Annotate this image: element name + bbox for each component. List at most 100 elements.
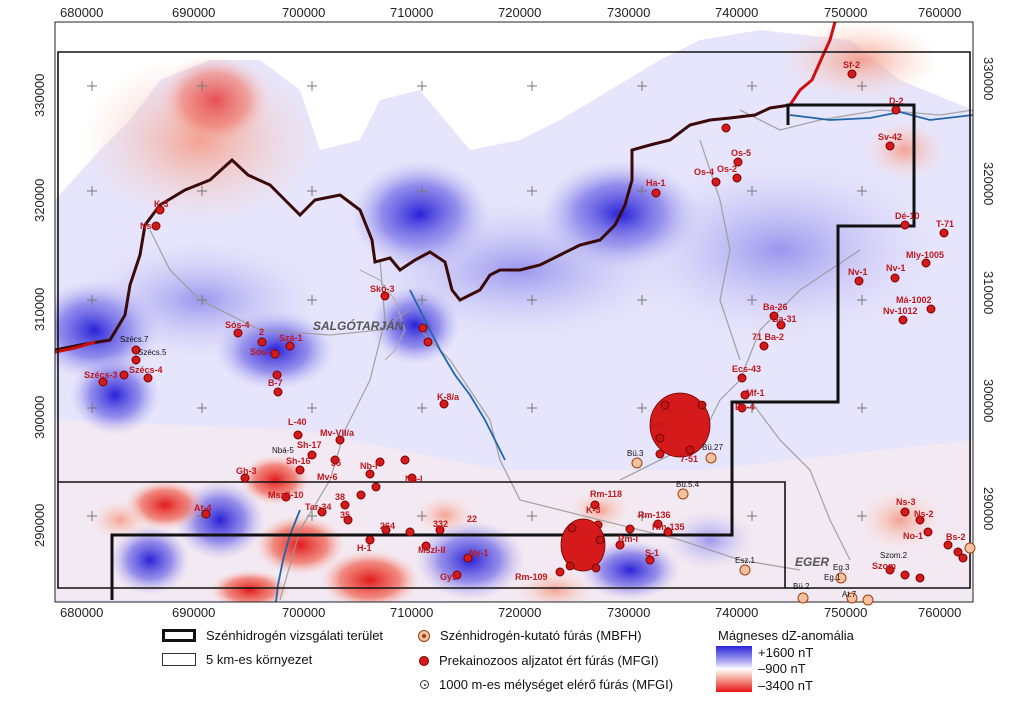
well-label: Rm-I bbox=[618, 534, 638, 544]
well-label: Sh-17 bbox=[297, 440, 322, 450]
country-border-red bbox=[54, 21, 837, 354]
x-tick-bottom: 750000 bbox=[824, 605, 867, 620]
wells-layer bbox=[98, 69, 968, 583]
legend: Szénhidrogén vizsgálati terület 5 km-es … bbox=[0, 620, 1023, 724]
well-label: Ns-3 bbox=[896, 497, 916, 507]
y-tick-right: 320000 bbox=[981, 162, 996, 205]
well-label: Bü.27 bbox=[702, 443, 723, 452]
well-label: Szécs.5 bbox=[138, 348, 167, 357]
x-tick-bottom: 720000 bbox=[498, 605, 541, 620]
well-label: Eb-4 bbox=[735, 402, 755, 412]
well-label: Mv-6 bbox=[317, 472, 338, 482]
well-label: Skó-3 bbox=[370, 284, 395, 294]
well-label: Szécs.7 bbox=[120, 335, 149, 344]
x-tick-bottom: 690000 bbox=[172, 605, 215, 620]
well-label: Rm-118 bbox=[590, 489, 622, 499]
well-label: Bs-2 bbox=[946, 532, 966, 542]
x-tick-top: 710000 bbox=[390, 5, 433, 20]
well-label: 332 bbox=[433, 519, 448, 529]
legend-buffer: 5 km-es környezet bbox=[162, 652, 312, 667]
y-tick-right: 290000 bbox=[981, 487, 996, 530]
x-tick-bottom: 760000 bbox=[918, 605, 961, 620]
well-label: Ha-1 bbox=[646, 178, 666, 188]
study-area-boundary bbox=[110, 103, 916, 600]
x-tick-bottom: 740000 bbox=[715, 605, 758, 620]
well-label: Mszl-II bbox=[418, 545, 446, 555]
well-label: Nv-1 bbox=[886, 263, 906, 273]
city-salgotarjan-area bbox=[359, 269, 406, 361]
y-tick-left: 310000 bbox=[32, 288, 47, 331]
legend-deep-well: 1000 m-es mélységet elérő fúrás (MFGI) bbox=[420, 677, 673, 692]
y-tick-left: 290000 bbox=[32, 504, 47, 547]
well-label: Szá-1 bbox=[279, 333, 303, 343]
well-label: Os-4 bbox=[694, 167, 714, 177]
x-tick-top: 750000 bbox=[824, 5, 867, 20]
well-label: T-71 bbox=[936, 219, 954, 229]
well-label: Szom.2 bbox=[880, 551, 908, 560]
well-label: 264 bbox=[380, 521, 395, 531]
well-label: K-3 bbox=[586, 505, 601, 515]
legend-study-area: Szénhidrogén vizsgálati terület bbox=[162, 628, 383, 643]
legend-study-area-label: Szénhidrogén vizsgálati terület bbox=[206, 628, 384, 643]
well-label: Rm-109 bbox=[515, 572, 548, 582]
buffer-boundary bbox=[57, 51, 971, 589]
well-label: Szécs-3 bbox=[84, 370, 118, 380]
well-label: Gys bbox=[440, 572, 457, 582]
country-border bbox=[54, 103, 791, 352]
well-label: Tar-34 bbox=[305, 502, 331, 512]
well-label: Mly-1005 bbox=[906, 250, 944, 260]
well-label: Ns-2 bbox=[914, 509, 934, 519]
well-label: 71 Ba-2 bbox=[752, 332, 784, 342]
deep-well-icon bbox=[420, 680, 429, 689]
well-label: At.7 bbox=[842, 590, 857, 599]
well-label: Eg.3 bbox=[833, 563, 850, 572]
well-label: Esz.1 bbox=[735, 556, 756, 565]
well-labels: K-3 Ns-1 Skó-3 Sós-4 2 Szá-1 Sós-1 B-7 S… bbox=[84, 60, 966, 599]
well-label: Msző-10 bbox=[268, 490, 304, 500]
well-label: 2 bbox=[259, 327, 264, 337]
well-label: Nbá-5 bbox=[272, 446, 294, 455]
well-label: Ecs-43 bbox=[732, 364, 761, 374]
x-tick-top: 760000 bbox=[918, 5, 961, 20]
well-label: Sh-16 bbox=[286, 456, 311, 466]
well-label: D-2 bbox=[889, 96, 904, 106]
well-label: Nb-I bbox=[360, 461, 378, 471]
legend-mbfh-well: Szénhidrogén-kutató fúrás (MBFH) bbox=[418, 628, 642, 643]
well-label: No-1 bbox=[903, 531, 923, 541]
well-label: K-8/a bbox=[437, 392, 460, 402]
x-tick-top: 740000 bbox=[715, 5, 758, 20]
mbfh-well-icon bbox=[418, 629, 430, 642]
well-label: Sv-42 bbox=[878, 132, 902, 142]
map-border bbox=[54, 21, 974, 603]
well-label: Gh-3 bbox=[236, 466, 257, 476]
x-tick-top: 720000 bbox=[498, 5, 541, 20]
x-tick-top: 730000 bbox=[607, 5, 650, 20]
city-label-salgotarjan: SALGÓTARJÁN bbox=[313, 318, 404, 333]
mbfh-wells bbox=[631, 452, 976, 606]
well-label: Os-5 bbox=[731, 148, 751, 158]
well-label: Dé-10 bbox=[895, 211, 920, 221]
ramp-min-label: –3400 nT bbox=[758, 678, 813, 693]
ramp-max-label: +1600 nT bbox=[758, 645, 814, 660]
well-label: H-1 bbox=[357, 543, 372, 553]
well-label: Szom bbox=[872, 561, 896, 571]
color-ramp bbox=[716, 646, 752, 692]
well-label: Bh- bbox=[652, 420, 667, 430]
mfgi-well-icon bbox=[419, 655, 429, 666]
well-clusters bbox=[560, 392, 711, 573]
well-label: 38 bbox=[335, 492, 345, 502]
well-label: 22 bbox=[467, 514, 477, 524]
well-label: Os-2 bbox=[717, 164, 737, 174]
legend-buffer-label: 5 km-es környezet bbox=[206, 652, 313, 667]
graticule bbox=[87, 81, 867, 521]
y-tick-right: 330000 bbox=[981, 57, 996, 100]
well-label: 7-51 bbox=[680, 454, 698, 464]
y-tick-left: 330000 bbox=[32, 74, 47, 117]
well-label: 55 bbox=[331, 458, 341, 468]
y-axis-left: 330000 320000 310000 300000 290000 bbox=[32, 74, 47, 547]
x-tick-bottom: 680000 bbox=[60, 605, 103, 620]
well-label: Bü.3 bbox=[627, 449, 644, 458]
x-axis-bottom: 680000 690000 700000 710000 720000 73000… bbox=[60, 605, 961, 620]
x-tick-bottom: 730000 bbox=[607, 605, 650, 620]
legend-deep-label: 1000 m-es mélységet elérő fúrás (MFGI) bbox=[439, 677, 674, 692]
